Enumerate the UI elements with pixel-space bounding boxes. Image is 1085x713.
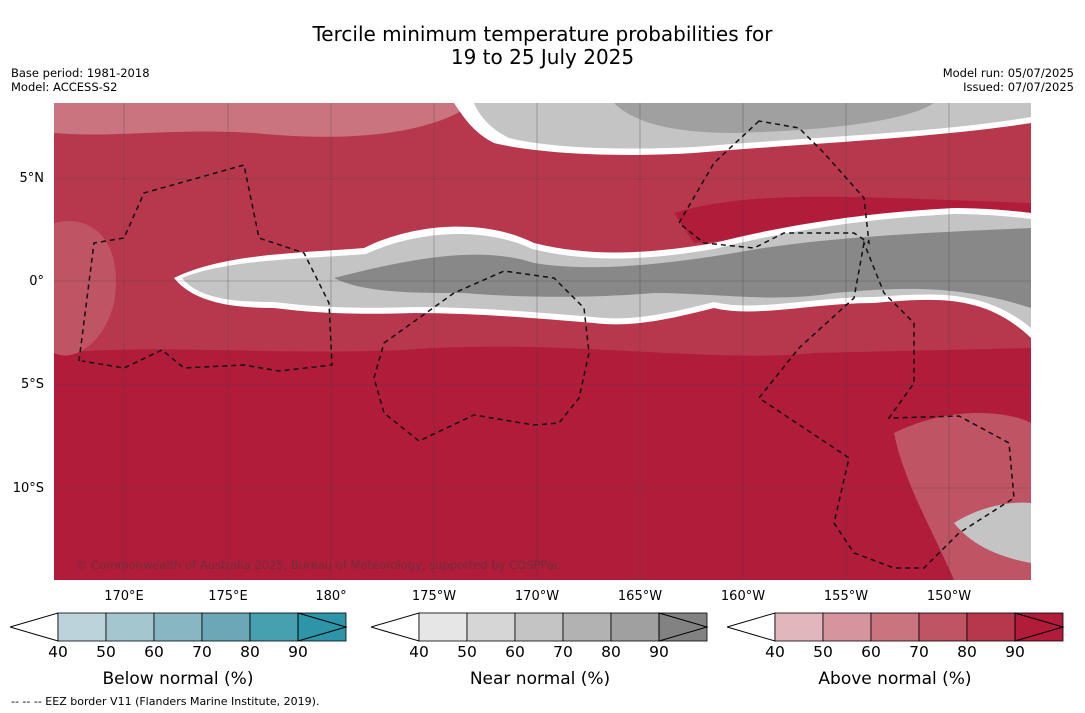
colorbar-above-tick-60: 60 — [861, 643, 881, 661]
colorbar-above-tick-50: 50 — [813, 643, 833, 661]
colorbar-bin — [105, 612, 155, 642]
colorbar-bin — [774, 612, 824, 642]
colorbar-below-tick-80: 80 — [240, 643, 260, 661]
lat-label-5s: 5°S — [20, 377, 44, 392]
chart-title-line1: Tercile minimum temperature probabilitie… — [312, 22, 773, 46]
colorbar-bin — [418, 612, 468, 642]
model-name: Model: ACCESS-S2 — [11, 80, 118, 94]
colorbar-above-tick-80: 80 — [957, 643, 977, 661]
colorbar-near-normal-max-arrow — [658, 612, 709, 642]
lat-label-5n: 5°N — [19, 171, 45, 186]
colorbar-bin — [610, 612, 660, 642]
colorbar-bin — [249, 612, 299, 642]
colorbar-near-normal-title: Near normal (%) — [469, 669, 611, 689]
lon-label-150w: 150°W — [926, 589, 972, 604]
near-normal-southeast — [954, 502, 1031, 563]
colorbar-bin — [201, 612, 251, 642]
model-info: Base period: 1981-2018 Model: ACCESS-S2 — [11, 66, 150, 94]
lon-label-170e: 170°E — [104, 589, 144, 604]
lon-label-180: 180° — [315, 589, 347, 604]
colorbar-below-normal-bins — [57, 612, 347, 642]
eez-border-note: -- -- -- EEZ border V11 (Flanders Marine… — [11, 695, 320, 708]
lon-label-170w: 170°W — [514, 589, 560, 604]
colorbar-near-tick-40: 40 — [409, 643, 429, 661]
near-normal-equator-core — [334, 228, 1031, 308]
lat-label-equator: 0° — [29, 274, 44, 289]
copyright-notice: © Commonwealth of Australia 2025, Bureau… — [76, 558, 561, 572]
above-normal-moderate-west — [54, 221, 116, 356]
lat-label-10s: 10°S — [12, 481, 44, 496]
lon-label-175e: 175°E — [208, 589, 248, 604]
near-normal-north-core — [614, 103, 934, 133]
colorbar-near-tick-80: 80 — [601, 643, 621, 661]
colorbar-above-normal-title: Above normal (%) — [818, 669, 972, 689]
colorbar-below-normal-max-arrow — [297, 612, 348, 642]
chart-title-line2: 19 to 25 July 2025 — [450, 45, 635, 69]
colorbar-above-tick-70: 70 — [909, 643, 929, 661]
colorbar-below-tick-70: 70 — [192, 643, 212, 661]
colorbar-bin — [466, 612, 516, 642]
colorbar-below-normal — [10, 612, 348, 642]
colorbar-bin — [822, 612, 872, 642]
graticule — [54, 103, 1031, 580]
colorbar-near-tick-90: 90 — [649, 643, 669, 661]
colorbar-near-tick-70: 70 — [553, 643, 573, 661]
colorbar-below-normal-title: Below normal (%) — [102, 669, 254, 689]
lon-label-155w: 155°W — [823, 589, 869, 604]
colorbar-below-normal-min-arrow — [10, 612, 59, 642]
lon-label-175w: 175°W — [411, 589, 457, 604]
colorbar-below-tick-60: 60 — [144, 643, 164, 661]
issued-date: Issued: 07/07/2025 — [963, 80, 1074, 94]
colorbar-bin — [562, 612, 612, 642]
colorbar-near-normal-bins — [418, 612, 708, 642]
lon-label-165w: 165°W — [617, 589, 663, 604]
colorbar-above-tick-90: 90 — [1005, 643, 1025, 661]
above-normal-weak-north — [54, 103, 474, 137]
base-period: Base period: 1981-2018 — [11, 66, 150, 80]
colorbar-bin — [57, 612, 107, 642]
colorbar-bin — [514, 612, 564, 642]
lon-label-160w: 160°W — [720, 589, 766, 604]
eez-borders — [78, 120, 1015, 569]
colorbar-above-normal-max-arrow — [1014, 612, 1065, 642]
colorbar-bin — [966, 612, 1016, 642]
colorbar-above-normal — [727, 612, 1065, 642]
probability-map — [54, 103, 1031, 580]
map-canvas — [54, 103, 1031, 580]
colorbar-below-tick-40: 40 — [48, 643, 68, 661]
colorbar-bin — [153, 612, 203, 642]
colorbar-near-tick-50: 50 — [457, 643, 477, 661]
colorbar-near-normal — [371, 612, 709, 642]
colorbar-near-normal-min-arrow — [371, 612, 420, 642]
colorbar-below-tick-50: 50 — [96, 643, 116, 661]
model-run-date: Model run: 05/07/2025 — [942, 66, 1074, 80]
run-info: Model run: 05/07/2025 Issued: 07/07/2025 — [943, 66, 1074, 94]
colorbar-near-tick-60: 60 — [505, 643, 525, 661]
colorbar-bin — [918, 612, 968, 642]
above-normal-strong-south — [54, 346, 1031, 580]
colorbar-above-tick-40: 40 — [765, 643, 785, 661]
colorbar-above-normal-min-arrow — [727, 612, 776, 642]
colorbar-bin — [870, 612, 920, 642]
colorbar-below-tick-90: 90 — [288, 643, 308, 661]
